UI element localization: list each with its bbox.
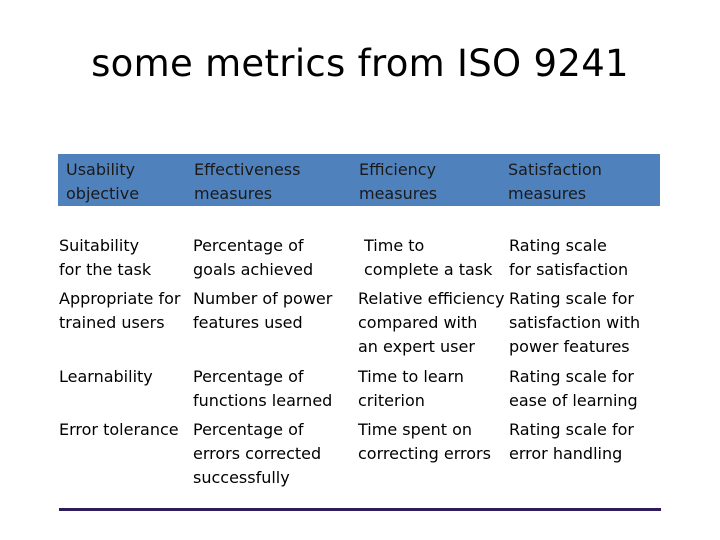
row-1-satisfaction: Rating scale for satisfaction <box>509 236 629 279</box>
header-usability-objective: Usability objective <box>66 160 140 203</box>
row-4-objective: Error tolerance <box>59 420 179 439</box>
header-satisfaction-measures: Satisfaction measures <box>508 160 602 203</box>
row-2-effectiveness: Number of power features used <box>193 289 333 332</box>
row-1-efficiency: Time to complete a task <box>364 236 493 279</box>
row-3-effectiveness: Percentage of functions learned <box>193 367 333 410</box>
header-effectiveness-measures: Effectiveness measures <box>194 160 301 203</box>
row-1-effectiveness: Percentage of goals achieved <box>193 236 314 279</box>
row-3-objective: Learnability <box>59 367 153 386</box>
row-3-satisfaction: Rating scale for ease of learning <box>509 367 638 410</box>
row-2-satisfaction: Rating scale for satisfaction with power… <box>509 289 641 356</box>
table-header-band <box>58 154 660 206</box>
row-2-efficiency: Relative efficiency compared with an exp… <box>358 289 505 356</box>
row-1-objective: Suitability for the task <box>59 236 152 279</box>
row-4-satisfaction: Rating scale for error handling <box>509 420 634 463</box>
row-2-objective: Appropriate for trained users <box>59 289 181 332</box>
header-efficiency-measures: Efficiency measures <box>359 160 438 203</box>
bottom-rule <box>59 508 661 511</box>
slide-title: some metrics from ISO 9241 <box>91 42 629 85</box>
row-4-effectiveness: Percentage of errors corrected successfu… <box>193 420 322 487</box>
row-3-efficiency: Time to learn criterion <box>358 367 464 410</box>
row-4-efficiency: Time spent on correcting errors <box>358 420 491 463</box>
